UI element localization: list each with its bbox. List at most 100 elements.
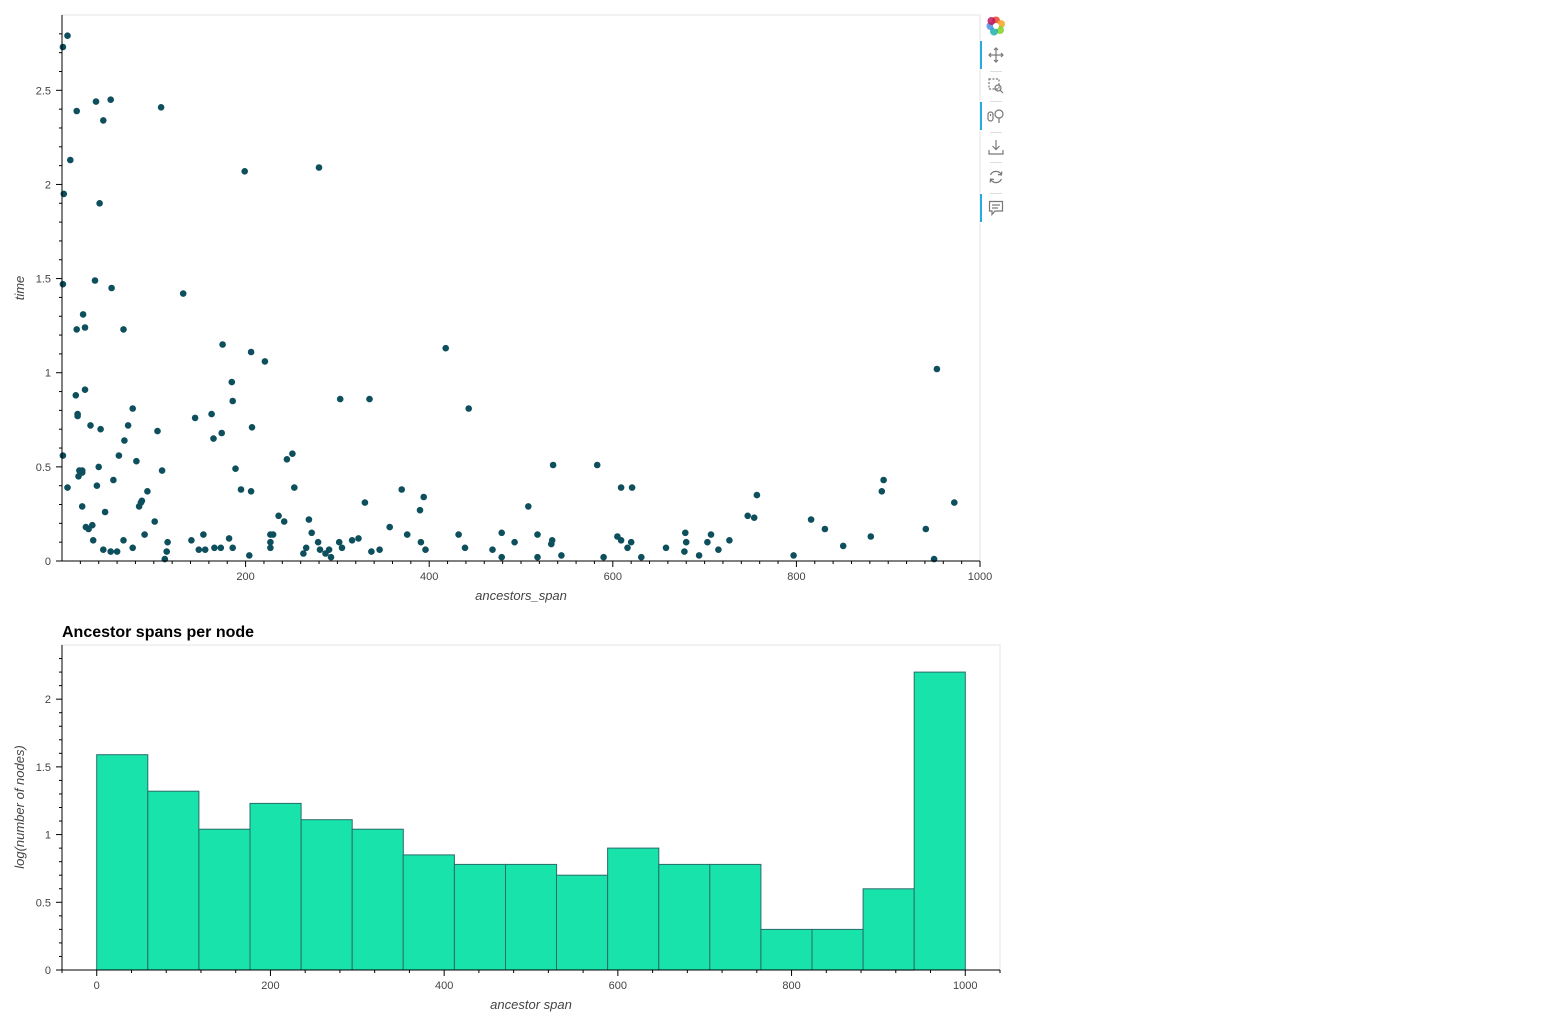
scatter-point-137 — [302, 544, 310, 552]
plot-toolbar — [980, 12, 1012, 227]
scatter-point-134 — [217, 544, 225, 552]
scatter-point-140 — [338, 544, 346, 552]
scatter-point-94 — [922, 525, 930, 533]
histogram-bar-10 — [607, 847, 660, 971]
histogram-bar-14 — [811, 928, 864, 971]
scatter-point-53 — [158, 467, 166, 474]
scatter-point-59 — [110, 476, 117, 484]
scatter-point-99 — [308, 529, 316, 537]
scatter-point-146 — [548, 540, 555, 548]
scatter-points — [59, 32, 958, 563]
histogram-y-ticks: 0 0.5 1 1.5 2 — [36, 658, 62, 977]
histogram-x-tick-label: 800 — [782, 980, 800, 992]
histogram-x-axis-label: ancestor span — [490, 997, 572, 1012]
scatter-point-22 — [261, 358, 269, 365]
scatter-point-143 — [422, 546, 429, 553]
histogram-x-tick-label: 400 — [435, 980, 453, 992]
scatter-point-26 — [228, 378, 236, 386]
histogram-bar-4 — [300, 819, 353, 971]
scatter-y-tick-label: 0.5 — [36, 462, 51, 474]
scatter-point-123 — [335, 538, 343, 546]
scatter-point-145 — [489, 546, 496, 553]
scatter-point-92 — [386, 523, 394, 531]
scatter-point-17 — [81, 324, 89, 331]
scatter-point-10 — [241, 168, 248, 175]
histogram-x-tick-label: 200 — [261, 980, 279, 992]
histogram-y-tick-label: 0.5 — [36, 897, 51, 909]
scatter-point-84 — [275, 512, 282, 520]
histogram-title: Ancestor spans per node — [62, 624, 254, 641]
histogram-x-ticks: 0 200 400 600 800 1000 — [61, 970, 1001, 992]
scatter-point-136 — [267, 544, 274, 552]
histogram-bars — [96, 671, 966, 971]
box-zoom-icon[interactable] — [980, 72, 1012, 100]
scatter-point-3 — [92, 98, 100, 105]
scatter-point-155 — [246, 552, 253, 559]
scatter-point-34 — [465, 405, 473, 412]
scatter-point-151 — [839, 542, 847, 550]
scatter-point-75 — [78, 503, 86, 510]
scatter-point-27 — [72, 392, 80, 399]
scatter-point-51 — [549, 461, 557, 469]
scatter-point-78 — [138, 497, 146, 505]
scatter-point-45 — [59, 452, 67, 459]
scatter-point-118 — [682, 538, 690, 546]
scatter-point-161 — [638, 553, 645, 561]
scatter-point-154 — [327, 553, 335, 561]
scatter-point-48 — [232, 465, 239, 473]
scatter-point-1 — [64, 32, 71, 39]
scatter-point-12 — [59, 280, 67, 288]
scatter-point-33 — [129, 405, 136, 412]
scatter-point-85 — [280, 518, 288, 525]
scatter-point-120 — [726, 537, 733, 544]
scatter-point-46 — [115, 452, 123, 459]
scatter-point-114 — [417, 538, 425, 546]
reset-icon[interactable] — [980, 163, 1012, 191]
histogram-bar-8 — [505, 863, 558, 971]
scatter-point-160 — [600, 553, 607, 561]
scatter-point-135 — [229, 544, 236, 552]
histogram-y-tick-label: 0 — [45, 965, 51, 977]
scatter-point-70 — [878, 488, 886, 495]
scatter-point-68 — [247, 488, 255, 495]
scatter-point-104 — [682, 529, 689, 537]
scatter-point-81 — [416, 506, 424, 514]
scatter-point-163 — [790, 552, 797, 559]
scatter-point-42 — [248, 424, 256, 431]
scatter-x-tick-label: 400 — [420, 571, 438, 583]
hover-icon[interactable] — [980, 194, 1012, 222]
scatter-point-54 — [95, 463, 102, 471]
scatter-point-153 — [322, 550, 329, 557]
scatter-point-19 — [120, 326, 127, 333]
scatter-point-8 — [60, 190, 68, 198]
scatter-chart[interactable]: 200 400 600 800 1000 0 0.5 1 1.5 2 2.5 ancestors_… — [0, 0, 1010, 610]
scatter-point-124 — [511, 538, 518, 546]
scatter-point-100 — [403, 531, 411, 538]
scatter-point-142 — [376, 546, 383, 553]
wheel-zoom-icon[interactable] — [980, 102, 1012, 130]
pan-icon[interactable] — [980, 41, 1012, 69]
scatter-point-157 — [498, 553, 506, 561]
scatter-point-43 — [121, 437, 128, 444]
scatter-point-138 — [316, 546, 324, 553]
scatter-point-47 — [133, 457, 140, 465]
scatter-point-37 — [124, 422, 132, 429]
histogram-x-tick-label: 1000 — [953, 980, 977, 992]
scatter-point-111 — [225, 535, 233, 542]
scatter-point-121 — [267, 538, 274, 546]
scatter-point-61 — [93, 482, 101, 490]
save-icon[interactable] — [980, 133, 1012, 161]
scatter-x-tick-label: 800 — [787, 571, 805, 583]
bokeh-logo-icon[interactable] — [980, 12, 1012, 40]
scatter-point-63 — [398, 486, 406, 493]
scatter-x-ticks: 200 400 600 800 1000 — [79, 561, 992, 583]
scatter-point-148 — [662, 544, 670, 552]
scatter-point-9 — [96, 200, 103, 207]
scatter-point-31 — [336, 395, 344, 403]
scatter-x-axis-label: ancestors_span — [475, 588, 567, 603]
scatter-point-67 — [237, 486, 245, 493]
scatter-y-ticks: 0 0.5 1 1.5 2 2.5 — [36, 33, 62, 568]
scatter-point-106 — [867, 533, 875, 540]
histogram-bar-11 — [658, 863, 711, 971]
scatter-point-116 — [617, 537, 625, 544]
